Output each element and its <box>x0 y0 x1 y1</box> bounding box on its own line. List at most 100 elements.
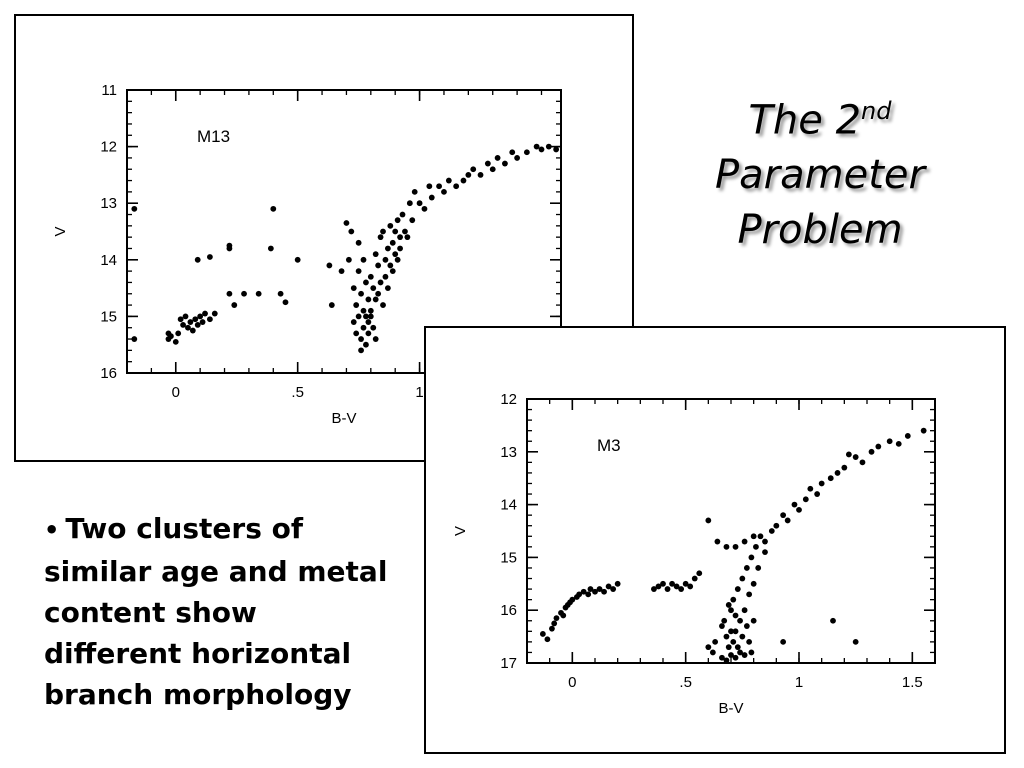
y-axis-label: V <box>452 526 469 536</box>
data-point <box>226 290 233 297</box>
data-point <box>859 459 866 466</box>
data-point <box>363 279 369 286</box>
data-point <box>182 313 189 320</box>
data-point <box>270 205 277 212</box>
data-point <box>470 166 477 173</box>
data-point <box>732 628 739 635</box>
data-point <box>730 638 737 645</box>
data-point <box>664 586 671 592</box>
data-point <box>773 522 780 529</box>
data-point <box>353 302 360 308</box>
data-point <box>397 234 403 241</box>
data-point <box>350 285 357 291</box>
data-point <box>725 602 732 608</box>
data-point <box>750 617 757 624</box>
y-tick-label: 11 <box>101 82 117 99</box>
y-tick-label: 15 <box>100 308 117 325</box>
data-point <box>739 633 746 640</box>
data-point <box>734 586 741 592</box>
data-point <box>728 607 734 614</box>
data-point <box>748 554 755 561</box>
data-point <box>384 245 391 252</box>
data-point <box>202 310 208 317</box>
data-point <box>802 496 809 503</box>
data-point <box>421 205 428 212</box>
data-point <box>592 588 598 595</box>
data-point <box>827 475 834 482</box>
data-point <box>719 623 725 629</box>
data-point <box>610 586 617 592</box>
data-point <box>294 256 301 263</box>
data-point <box>728 652 734 658</box>
x-tick-label: 0 <box>568 674 576 691</box>
data-point <box>834 470 841 476</box>
data-point <box>886 438 893 445</box>
y-tick-label: 14 <box>500 497 517 514</box>
data-point <box>553 146 560 153</box>
data-point <box>533 143 540 150</box>
plot-frame <box>526 398 936 664</box>
data-point <box>852 454 859 460</box>
data-point <box>494 155 501 161</box>
data-point <box>175 330 182 337</box>
data-point <box>372 296 379 303</box>
data-point <box>762 538 768 545</box>
data-point <box>226 242 233 249</box>
data-point <box>199 319 206 325</box>
data-point <box>746 591 753 598</box>
cluster-name-label: M3 <box>597 436 621 455</box>
x-axis-label: B-V <box>718 700 743 717</box>
x-tick-label: .5 <box>291 384 304 401</box>
data-point <box>241 290 247 297</box>
data-point <box>719 654 725 661</box>
data-point <box>551 620 558 627</box>
data-point <box>723 633 730 640</box>
y-axis-label: V <box>52 226 69 236</box>
data-point <box>343 220 350 226</box>
data-point <box>231 302 238 308</box>
data-point <box>367 313 374 320</box>
data-point <box>372 251 379 258</box>
data-point <box>404 234 411 241</box>
data-point <box>365 330 372 337</box>
data-point <box>734 644 741 651</box>
data-point <box>728 628 734 635</box>
y-tick-label: 16 <box>500 602 517 619</box>
data-point <box>375 290 382 297</box>
m13-panel: 0.5 1 11 12 13 14 15 16 B-V V M13 <box>14 14 634 462</box>
data-point <box>791 501 798 508</box>
data-point <box>920 427 927 434</box>
data-point <box>807 485 814 492</box>
data-point <box>768 528 775 534</box>
data-point <box>187 319 194 325</box>
data-point <box>741 538 748 545</box>
data-point <box>669 580 675 587</box>
data-point <box>748 649 755 656</box>
x-tick-label: .5 <box>679 674 692 691</box>
data-point <box>453 183 460 190</box>
data-point <box>338 268 345 275</box>
data-point <box>370 285 377 291</box>
data-point <box>705 644 712 651</box>
data-point <box>350 319 357 325</box>
m3-chart: 0 .5 1 1.5 12 13 14 15 16 17 B-V V M3 <box>452 391 936 717</box>
data-point <box>348 228 355 235</box>
data-point <box>743 565 750 571</box>
data-point <box>755 565 762 571</box>
data-point <box>741 652 748 658</box>
title-superscript: nd <box>861 97 892 125</box>
data-point <box>355 313 362 320</box>
data-point <box>416 200 423 207</box>
cluster-name-label: M13 <box>197 127 230 146</box>
data-point <box>743 623 750 629</box>
data-point <box>394 217 401 224</box>
data-point <box>678 586 685 592</box>
data-point <box>587 586 594 592</box>
data-point <box>402 228 408 235</box>
data-point <box>514 155 521 161</box>
data-point <box>691 575 698 582</box>
data-point <box>605 583 612 590</box>
data-point <box>723 657 730 664</box>
data-point <box>267 245 274 252</box>
data-point <box>370 324 377 331</box>
